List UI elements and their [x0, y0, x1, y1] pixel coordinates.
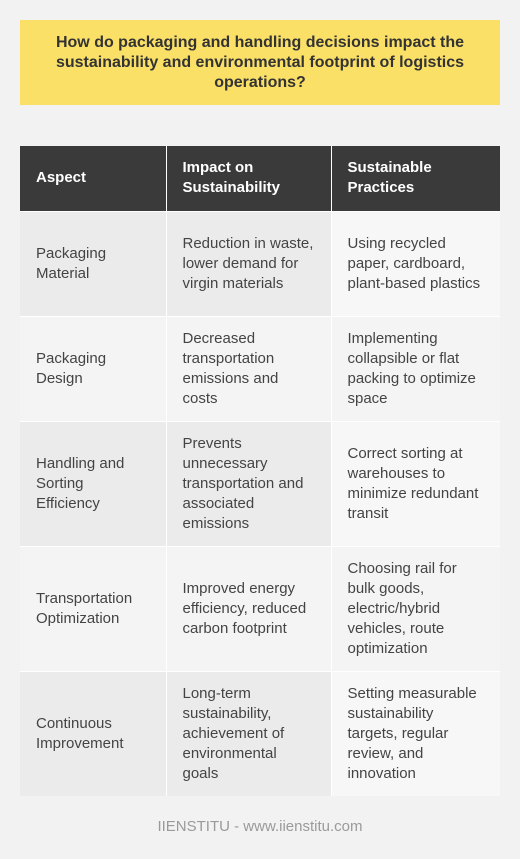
aspect-cell: Packaging Design: [20, 315, 167, 421]
aspect-cell: Handling and Sorting Efficiency: [20, 420, 167, 546]
title-banner: How do packaging and handling decisions …: [20, 20, 500, 105]
column-header-aspect: Aspect: [20, 146, 167, 211]
table-header-row: Aspect Impact on Sustainability Sustaina…: [20, 146, 500, 211]
practices-cell: Implementing collapsible or flat packing…: [331, 315, 500, 421]
sustainability-table: Aspect Impact on Sustainability Sustaina…: [20, 146, 500, 796]
aspect-cell: Packaging Material: [20, 210, 167, 316]
practices-cell: Setting measurable sustainability target…: [331, 670, 500, 796]
aspect-cell: Continuous Improvement: [20, 670, 167, 796]
table-row: Transportation Optimization Improved ene…: [20, 545, 500, 671]
aspect-cell: Transportation Optimization: [20, 545, 167, 671]
practices-cell: Correct sorting at warehouses to minimiz…: [331, 420, 500, 546]
table-row: Packaging Material Reduction in waste, l…: [20, 210, 500, 316]
column-header-practices: Sustainable Practices: [331, 146, 500, 211]
impact-cell: Reduction in waste, lower demand for vir…: [166, 210, 332, 316]
footer-credit: IIENSTITU - www.iienstitu.com: [157, 818, 363, 835]
page-title: How do packaging and handling decisions …: [55, 33, 465, 91]
impact-cell: Improved energy efficiency, reduced carb…: [166, 545, 332, 671]
impact-cell: Prevents unnecessary transportation and …: [166, 420, 332, 546]
impact-cell: Decreased transportation emissions and c…: [166, 315, 332, 421]
table-row: Packaging Design Decreased transportatio…: [20, 315, 500, 421]
table-row: Handling and Sorting Efficiency Prevents…: [20, 420, 500, 546]
impact-cell: Long-term sustainability, achievement of…: [166, 670, 332, 796]
practices-cell: Choosing rail for bulk goods, electric/h…: [331, 545, 500, 671]
practices-cell: Using recycled paper, cardboard, plant-b…: [331, 210, 500, 316]
column-header-impact: Impact on Sustainability: [166, 146, 332, 211]
table-row: Continuous Improvement Long-term sustain…: [20, 670, 500, 796]
